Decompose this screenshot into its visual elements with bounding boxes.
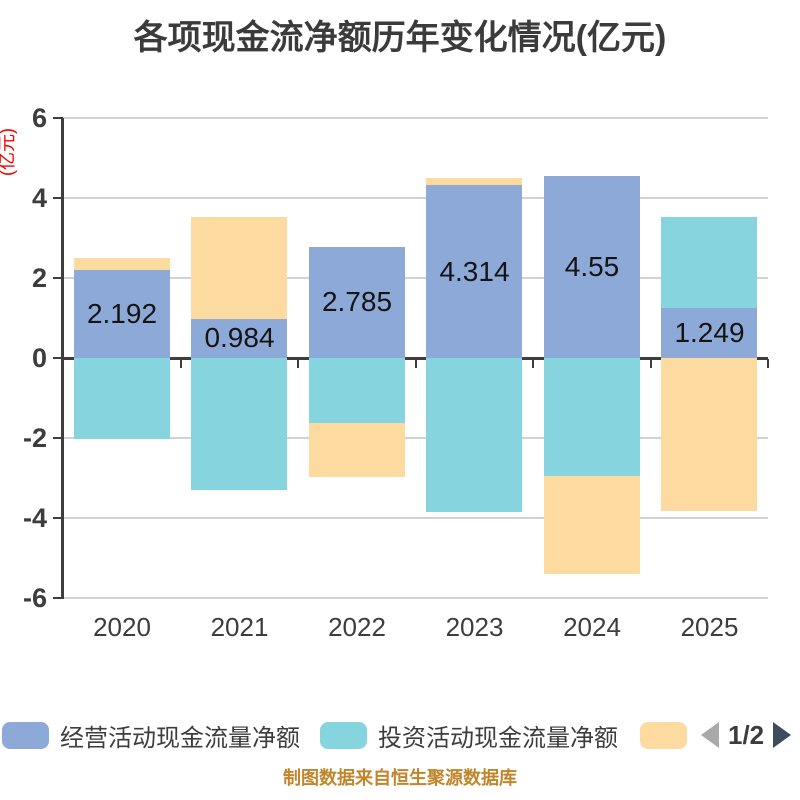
bar-segment-2020-series2 <box>73 257 170 271</box>
gridline-2 <box>63 277 768 279</box>
legend-label-investing: 投资活动现金流量净额 <box>378 724 618 752</box>
legend-item-investing-cash-flow[interactable]: 投资活动现金流量净额 <box>320 719 618 752</box>
x-tick-mark <box>414 359 417 368</box>
bar-segment-2024-series1 <box>543 358 640 476</box>
x-tick-label-2021: 2021 <box>210 612 269 642</box>
gridline-4 <box>63 197 768 199</box>
y-tick-mark <box>53 437 63 439</box>
y-axis: 6 4 2 0 -2 -4 -6 <box>0 103 63 613</box>
x-tick-mark <box>767 359 769 368</box>
y-tick-label: -2 <box>22 423 47 453</box>
bar-segment-2022-series0 <box>308 246 405 358</box>
legend-label-operating: 经营活动现金流量净额 <box>60 724 300 752</box>
y-tick-mark <box>53 517 63 519</box>
gridline-6 <box>63 117 768 119</box>
bar-segment-2020-series0 <box>73 270 170 358</box>
y-tick-mark <box>53 277 63 279</box>
bar-segment-2024-series2 <box>543 476 640 574</box>
bar-segment-2020-series1 <box>73 358 170 440</box>
bar-segment-2023-series0 <box>426 185 523 358</box>
bar-segment-2025-series2 <box>661 358 758 512</box>
gridline--2 <box>63 437 768 439</box>
legend-pager: 1/2 <box>701 719 792 751</box>
bar-value-label: 4.314 <box>439 255 510 287</box>
bar-segment-2022-series1 <box>308 358 405 424</box>
y-tick-label: 6 <box>31 103 47 133</box>
pager-prev-icon[interactable] <box>701 722 719 748</box>
zero-axis-line <box>63 357 768 360</box>
x-tick-mark <box>649 359 652 368</box>
bar-value-label: 0.984 <box>204 322 275 354</box>
pager-page-indicator: 1/2 <box>728 719 765 750</box>
source-note: 制图数据来自恒生聚源数据库 <box>283 768 517 788</box>
bar-value-label: 2.192 <box>86 298 158 330</box>
gridline--4 <box>63 517 768 519</box>
y-tick-label: 4 <box>31 183 47 213</box>
bar-segment-2025-series0 <box>661 308 758 358</box>
plot-area: 2020 2.192 2021 0.984 2022 2.785 2023 4.314 2024… <box>61 117 769 642</box>
bar-segment-2022-series2 <box>308 423 405 478</box>
bar-value-label: 1.249 <box>674 317 745 349</box>
x-tick-mark <box>297 359 299 368</box>
y-tick-label: 2 <box>31 263 47 293</box>
legend-swatch-operating <box>2 721 49 749</box>
x-tick-mark <box>532 359 534 368</box>
gridline--6 <box>63 597 768 599</box>
x-tick-label-2020: 2020 <box>93 612 151 642</box>
bar-segment-2025-series1 <box>661 216 758 309</box>
y-tick-label: -6 <box>22 583 47 613</box>
bar-segment-2021-series1 <box>191 358 288 490</box>
x-tick-mark <box>179 359 182 368</box>
bar-value-label: 4.55 <box>564 251 620 282</box>
y-tick-label: 0 <box>31 343 47 373</box>
chart-title: 各项现金流净额历年变化情况(亿元) <box>133 19 667 57</box>
y-tick-mark <box>53 117 63 119</box>
bar-segment-2021-series2 <box>191 216 288 319</box>
pager-next-icon[interactable] <box>773 722 792 748</box>
legend-item-series3[interactable] <box>640 719 698 751</box>
x-tick-label-2024: 2024 <box>563 612 621 642</box>
legend: 经营活动现金流量净额 投资活动现金流量净额 1/2 <box>0 719 800 752</box>
y-tick-mark <box>53 197 63 199</box>
y-tick-label: -4 <box>22 503 47 533</box>
legend-swatch-series3 <box>640 721 687 749</box>
y-tick-mark <box>53 597 63 599</box>
y-tick-mark <box>53 357 63 359</box>
bar-segment-2021-series0 <box>191 318 288 358</box>
x-tick-label-2025: 2025 <box>680 612 739 642</box>
x-tick-label-2023: 2023 <box>445 612 504 642</box>
legend-swatch-investing <box>320 721 367 749</box>
bar-segment-2024-series0 <box>543 176 640 358</box>
bar-segment-2023-series2 <box>426 178 523 186</box>
legend-item-operating-cash-flow[interactable]: 经营活动现金流量净额 <box>2 719 300 752</box>
bar-value-label: 2.785 <box>321 286 393 318</box>
bar-segment-2023-series1 <box>426 358 523 512</box>
y-axis-line <box>61 118 64 599</box>
x-tick-label-2022: 2022 <box>328 612 386 642</box>
